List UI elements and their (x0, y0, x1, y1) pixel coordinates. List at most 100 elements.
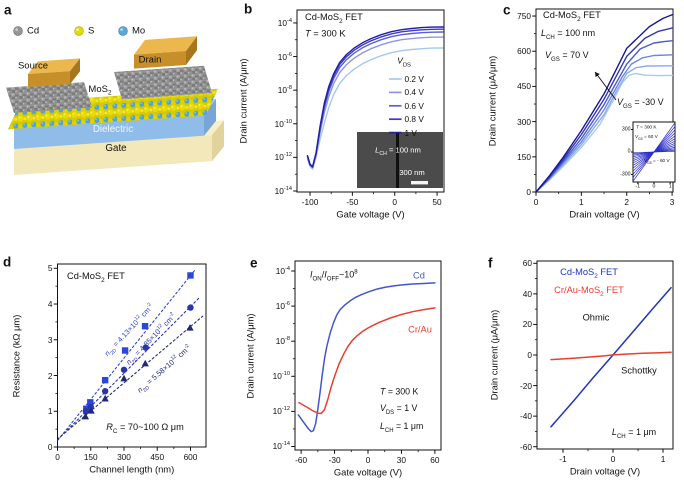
series-VGS 50 V (536, 27, 673, 192)
y-tick-label: 10-6 (277, 51, 292, 62)
drain-electrode (134, 50, 186, 69)
triangle-marker (81, 412, 90, 420)
crau-curve-label: Cr/Au (408, 324, 432, 335)
series-fit n2D 4.13e12 (57, 269, 196, 442)
x-tick-label: 1 (668, 183, 672, 190)
y-tick-label: 10-8 (277, 85, 292, 96)
y-tick-label: 0 (527, 349, 532, 360)
x-axis-title: Drain voltage (V) (569, 208, 640, 220)
panel-c-title: Cd-MoS2 FET (543, 9, 601, 23)
vgs-max-label: VGS = 70 V (545, 50, 589, 63)
panel-e-series (297, 282, 436, 433)
series-Cr/Au-MoS2 FET (550, 351, 672, 361)
triangle-marker (120, 374, 128, 382)
panel-letter-b: b (244, 1, 253, 17)
x-tick-label: -100 (301, 196, 319, 207)
x-tick-label: -1 (635, 183, 641, 190)
panel-letter-e: e (250, 255, 258, 271)
circle-marker (187, 304, 194, 311)
panel-b-series (306, 26, 444, 170)
x-tick-label: 1 (660, 453, 666, 464)
y-tick-label: 10-8 (275, 336, 290, 347)
arrow-icon (595, 72, 600, 78)
y-tick-label: 1 (47, 406, 53, 417)
y-axis-title: Resistance (kΩ μm) (10, 314, 22, 397)
panel-b-title: Cd-MoS2 FET (305, 11, 363, 25)
panel-c-series (536, 13, 673, 192)
circle-marker (82, 408, 90, 415)
x-tick-label: 0 (610, 453, 616, 464)
legend-item: 0.6 V (404, 100, 424, 111)
x-tick-label: -60 (295, 454, 308, 465)
gate-slab (14, 135, 212, 176)
legend-label-s: S (88, 25, 95, 37)
legend-item: 0.8 V (404, 114, 424, 125)
x-tick-label: 3 (669, 196, 675, 207)
source-electrode-top (28, 58, 80, 75)
x-tick-label: -30 (328, 454, 341, 465)
x-axis-title: Gate voltage (V) (333, 466, 403, 478)
y-tick-label: 10-10 (272, 371, 290, 382)
y-tick-label: 0 (627, 148, 631, 155)
x-tick-label: -1 (559, 453, 567, 464)
series-Cr/Au (298, 307, 436, 415)
legend-label-cd: Cd (27, 25, 40, 37)
x-tick-label: 1 (579, 196, 584, 207)
series-VGS 70 V (536, 13, 673, 192)
y-tick-label: 300 (517, 116, 531, 127)
y-tick-label: 150 (517, 151, 531, 162)
square-marker (121, 347, 129, 354)
x-tick-label: 0 (365, 454, 371, 465)
y-tick-label: -20 (520, 380, 532, 391)
circle-marker (87, 403, 94, 411)
x-tick-label: -50 (346, 196, 359, 207)
circle-marker (101, 388, 109, 395)
legend-item: 0.2 V (404, 73, 424, 84)
x-tick-label: 0 (55, 451, 60, 462)
x-axis-title: Drain voltage (V) (569, 465, 641, 477)
sem-channel-length: LCH = 100 nm (375, 145, 421, 158)
triangle-marker (186, 324, 194, 331)
triangle-marker (87, 406, 95, 414)
y-tick-label: 10-4 (275, 265, 290, 276)
y-tick-label: -300 (620, 170, 631, 177)
y-tick-label: 2 (47, 370, 53, 381)
y-tick-label: 10-12 (274, 152, 292, 163)
panel-f-series (550, 286, 672, 428)
triangle-marker (141, 359, 149, 367)
x-tick-label: 50 (432, 196, 442, 207)
x-tick-label: 60 (430, 454, 440, 465)
source-electrode (28, 71, 70, 88)
panel-ci-series (633, 122, 675, 182)
series-VGS -10 V (536, 65, 673, 192)
y-axis-title: Drain current (μA/μm) (486, 55, 498, 146)
gate-side-face (212, 120, 224, 162)
x-tick-label: 0 (652, 183, 656, 190)
y-tick-label: 0 (47, 441, 53, 452)
square-marker (87, 399, 94, 406)
temperature-label: T = 300 K (305, 28, 346, 39)
circle-marker (142, 344, 149, 351)
legend-item: 0.4 V (404, 87, 424, 98)
channel-length-label: LCH = 100 nm (541, 28, 596, 41)
y-axis-title: Drain current (μA/μm) (488, 309, 500, 401)
series-VGS -30 V (536, 72, 673, 192)
contact-resistance-label: RC = 70~100 Ω μm (106, 421, 184, 435)
y-tick-label: 20 (522, 319, 532, 330)
y-axis-title: Drain current (A/μm) (244, 312, 256, 399)
y-tick-label: 10-4 (277, 17, 292, 28)
series-Cd (297, 282, 436, 433)
cd-fet-label: Cd-MoS2 FET (560, 266, 618, 280)
dielectric-label: Dielectric (92, 124, 134, 136)
sem-scalebar (411, 181, 428, 185)
mos2-lattice (8, 88, 218, 130)
crau-fet-label: Cr/Au-MoS2 FET (554, 284, 624, 298)
drain-label: Drain (138, 54, 162, 66)
x-axis-title: Channel length (nm) (89, 463, 175, 475)
panel-letter-f: f (488, 255, 493, 271)
panel-letter-a: a (4, 2, 12, 18)
y-tick-label: 10-14 (272, 441, 290, 452)
triangle-marker (101, 394, 109, 402)
